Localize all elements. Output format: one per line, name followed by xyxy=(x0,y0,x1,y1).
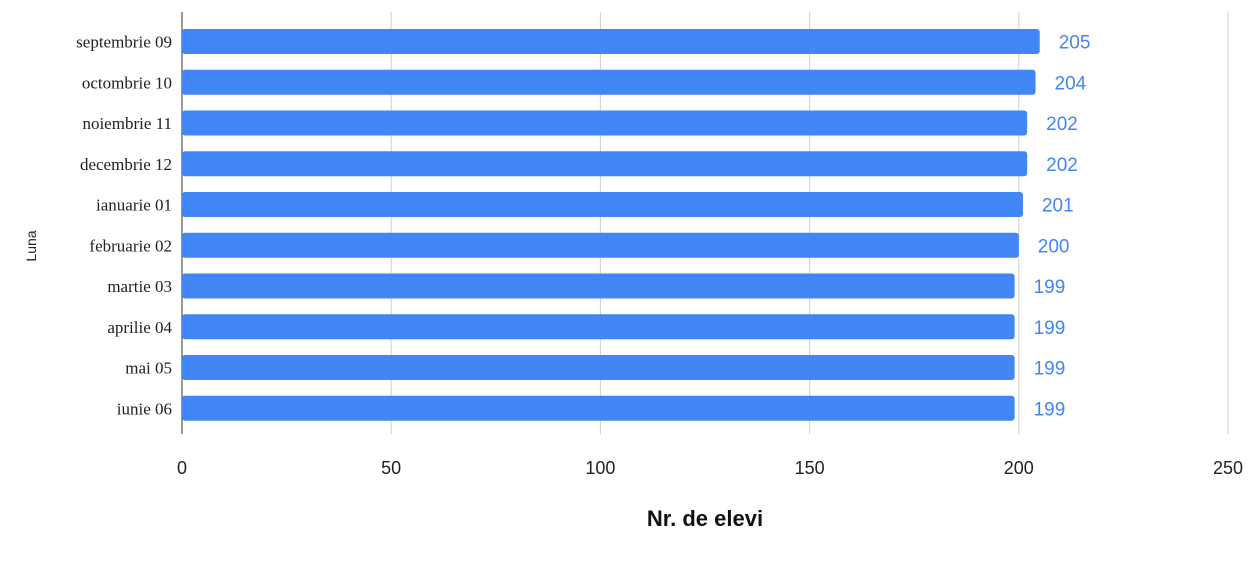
x-tick-label: 200 xyxy=(1004,458,1034,478)
category-label: septembrie 09 xyxy=(76,33,172,52)
bar xyxy=(182,232,1019,258)
x-tick-labels: 0 50 100 150 200 250 xyxy=(177,458,1243,478)
data-label: 199 xyxy=(1034,318,1066,339)
bars xyxy=(182,29,1040,421)
category-label: decembrie 12 xyxy=(80,155,172,174)
category-label: martie 03 xyxy=(107,277,172,296)
category-labels: septembrie 09 octombrie 10 noiembrie 11 dec… xyxy=(76,33,172,419)
data-label: 204 xyxy=(1055,73,1087,94)
data-labels: 205 204 202 202 201 200 199 199 199 199 xyxy=(1034,33,1091,421)
x-tick-label: 150 xyxy=(795,458,825,478)
data-label: 199 xyxy=(1034,399,1066,420)
bar xyxy=(182,69,1036,95)
bar xyxy=(182,273,1015,299)
category-label: mai 05 xyxy=(125,359,172,378)
data-label: 202 xyxy=(1046,155,1078,176)
bar xyxy=(182,395,1015,421)
x-tick-label: 100 xyxy=(585,458,615,478)
bar xyxy=(182,29,1040,54)
data-label: 199 xyxy=(1034,277,1066,298)
bar xyxy=(182,151,1028,177)
y-axis-title: Luna xyxy=(23,230,39,261)
data-label: 205 xyxy=(1059,33,1091,54)
bar xyxy=(182,110,1028,136)
category-label: iunie 06 xyxy=(117,399,172,418)
data-label: 200 xyxy=(1038,236,1070,257)
bar xyxy=(182,192,1023,217)
x-tick-label: 250 xyxy=(1213,458,1243,478)
category-label: aprilie 04 xyxy=(107,318,172,337)
bar xyxy=(182,355,1015,380)
category-label: noiembrie 11 xyxy=(82,114,172,133)
category-label: octombrie 10 xyxy=(82,73,172,92)
data-label: 201 xyxy=(1042,196,1074,217)
category-label: ianuarie 01 xyxy=(96,196,172,215)
x-tick-label: 0 xyxy=(177,458,187,478)
bar xyxy=(182,314,1015,340)
x-tick-label: 50 xyxy=(381,458,401,478)
data-label: 202 xyxy=(1046,114,1078,135)
data-label: 199 xyxy=(1034,359,1066,380)
x-axis-title: Nr. de elevi xyxy=(647,506,763,531)
category-label: februarie 02 xyxy=(89,236,172,255)
